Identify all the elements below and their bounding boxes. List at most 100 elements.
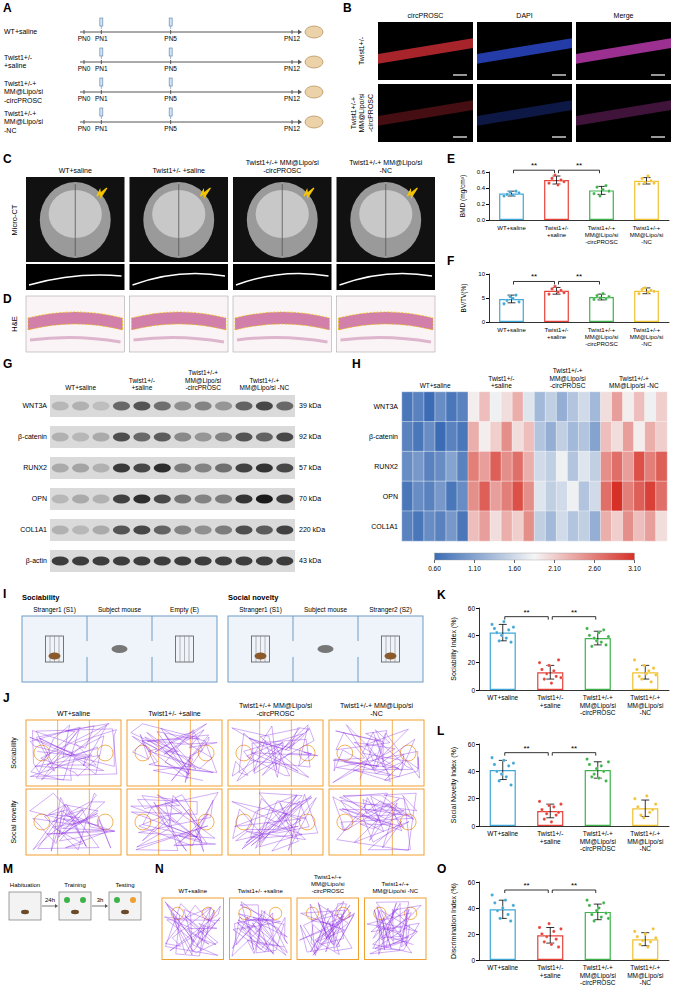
- svg-text:PN0: PN0: [78, 95, 91, 102]
- svg-text:1.60: 1.60: [508, 565, 521, 572]
- svg-text:Social novelty: Social novelty: [10, 800, 18, 844]
- svg-text:Twist1+/-+MM@Lipo/si-circPROSC: Twist1+/-+MM@Lipo/si-circPROSC: [4, 80, 43, 103]
- svg-text:20: 20: [468, 795, 476, 802]
- svg-text:**: **: [571, 744, 577, 753]
- svg-text:Twist1+/-+saline: Twist1+/-+saline: [4, 54, 33, 69]
- svg-text:PN1: PN1: [95, 35, 108, 42]
- svg-text:Twist1+/-+: Twist1+/-+: [583, 694, 613, 701]
- svg-text:H: H: [352, 357, 361, 371]
- svg-text:Twist1+/-: Twist1+/-: [537, 830, 563, 837]
- svg-text:J: J: [3, 691, 10, 705]
- svg-text:**: **: [576, 272, 582, 281]
- svg-text:Training: Training: [64, 882, 85, 888]
- svg-text:Twist1+/-: Twist1+/-: [537, 964, 563, 971]
- svg-text:0.6: 0.6: [477, 169, 486, 175]
- svg-text:MM@Lipo/si: MM@Lipo/si: [585, 334, 618, 340]
- svg-text:3.10: 3.10: [628, 565, 641, 572]
- svg-text:Twist1+/-+: Twist1+/-+: [583, 964, 613, 971]
- svg-text:Social Novelty Index (%): Social Novelty Index (%): [450, 747, 458, 823]
- svg-text:RUNX2: RUNX2: [374, 463, 398, 470]
- svg-text:-NC: -NC: [639, 709, 651, 716]
- svg-text:0: 0: [471, 687, 475, 694]
- svg-text:-circPROSC: -circPROSC: [580, 845, 616, 852]
- svg-text:**: **: [531, 161, 537, 170]
- svg-text:MM@Lipo/si: MM@Lipo/si: [630, 232, 663, 238]
- svg-text:WT+saline: WT+saline: [487, 830, 518, 837]
- svg-text:PN1: PN1: [95, 125, 108, 132]
- svg-text:L: L: [437, 724, 444, 738]
- svg-text:Twist1+/-+: Twist1+/-+: [633, 327, 661, 333]
- svg-text:PN5: PN5: [164, 65, 177, 72]
- svg-text:Micro-CT: Micro-CT: [10, 204, 19, 235]
- svg-text:Discrimination Index (%): Discrimination Index (%): [450, 883, 458, 959]
- svg-text:WNT3A: WNT3A: [374, 403, 399, 410]
- svg-text:40: 40: [468, 632, 476, 639]
- svg-text:-NC: -NC: [639, 979, 651, 986]
- svg-text:Twist1+/-+ MM@Lipo/si-NC: Twist1+/-+ MM@Lipo/si-NC: [340, 702, 414, 717]
- svg-text:D: D: [3, 292, 12, 306]
- svg-text:Habituation: Habituation: [10, 882, 40, 888]
- svg-text:Twist1+/-: Twist1+/-: [544, 225, 568, 231]
- svg-text:1.10: 1.10: [468, 565, 481, 572]
- svg-text:H&E: H&E: [10, 316, 19, 331]
- svg-text:Twist1+/-+MM@Lipo/si -NC: Twist1+/-+MM@Lipo/si -NC: [240, 377, 290, 393]
- svg-text:WNT3A: WNT3A: [23, 402, 48, 409]
- svg-text:WT+saline: WT+saline: [497, 225, 526, 231]
- svg-text:Twist1+/-: Twist1+/-: [544, 327, 568, 333]
- svg-text:Twist1+/-+saline: Twist1+/-+saline: [488, 375, 514, 390]
- svg-text:60: 60: [468, 741, 476, 748]
- svg-text:Merge: Merge: [614, 12, 634, 20]
- svg-text:circPROSC: circPROSC: [408, 12, 444, 19]
- svg-text:COL1A1: COL1A1: [20, 526, 47, 533]
- svg-text:Sociability Index (%): Sociability Index (%): [450, 617, 458, 680]
- svg-text:-NC: -NC: [641, 341, 652, 347]
- svg-text:Twist1+/- +saline: Twist1+/- +saline: [238, 888, 284, 894]
- svg-text:Sociability: Sociability: [22, 593, 60, 602]
- svg-text:Twist1+/-+ MM@Lipo/si-circPROS: Twist1+/-+ MM@Lipo/si-circPROSC: [246, 159, 320, 174]
- svg-text:**: **: [571, 608, 577, 617]
- svg-text:Stranger1 (S1): Stranger1 (S1): [239, 606, 282, 614]
- svg-text:Twist1+/-: Twist1+/-: [358, 36, 365, 65]
- svg-text:WT+saline: WT+saline: [487, 694, 518, 701]
- svg-text:Subject mouse: Subject mouse: [304, 606, 347, 614]
- svg-text:+saline: +saline: [540, 702, 561, 709]
- svg-text:O: O: [437, 862, 446, 876]
- svg-text:Twist1+/-+: Twist1+/-+: [583, 830, 613, 837]
- svg-text:PN12: PN12: [284, 35, 301, 42]
- svg-text:+saline: +saline: [540, 838, 561, 845]
- svg-text:0.60: 0.60: [428, 565, 441, 572]
- svg-text:**: **: [571, 881, 577, 890]
- svg-text:Twist1+/- +saline: Twist1+/- +saline: [152, 167, 205, 174]
- svg-text:Twist1+/-+MM@Lipo/si-circPROSC: Twist1+/-+MM@Lipo/si-circPROSC: [550, 367, 586, 389]
- svg-text:Twist1+/-+ MM@Lipo/si-NC: Twist1+/-+ MM@Lipo/si-NC: [349, 159, 423, 174]
- svg-text:39 kDa: 39 kDa: [299, 402, 321, 409]
- svg-text:C: C: [3, 152, 12, 166]
- svg-text:WT+saline: WT+saline: [487, 964, 518, 971]
- svg-text:Subject mouse: Subject mouse: [98, 606, 141, 614]
- svg-text:Twist1+/-+: Twist1+/-+: [633, 225, 661, 231]
- svg-text:0: 0: [471, 823, 475, 830]
- svg-text:Twist1+/-+MM@Lipo/si-circPROSC: Twist1+/-+MM@Lipo/si-circPROSC: [350, 93, 373, 132]
- svg-text:PN12: PN12: [284, 95, 301, 102]
- svg-text:Twist1+/-+: Twist1+/-+: [630, 964, 660, 971]
- svg-text:0: 0: [471, 957, 475, 964]
- svg-text:**: **: [531, 272, 537, 281]
- svg-text:-circPROSC: -circPROSC: [580, 979, 616, 986]
- svg-text:WT+saline: WT+saline: [420, 382, 451, 389]
- svg-text:40: 40: [468, 905, 476, 912]
- svg-text:DAPI: DAPI: [516, 12, 532, 19]
- svg-text:B: B: [343, 1, 352, 15]
- svg-text:Twist1+/-+MM@Lipo/si -NC: Twist1+/-+MM@Lipo/si -NC: [372, 881, 418, 894]
- svg-text:WT+saline: WT+saline: [178, 888, 207, 894]
- svg-text:β-catenin: β-catenin: [18, 433, 47, 441]
- svg-text:Twist1+/-+MM@Lipo/si-circPROSC: Twist1+/-+MM@Lipo/si-circPROSC: [311, 874, 345, 894]
- svg-text:WT+saline: WT+saline: [65, 384, 96, 391]
- svg-text:PN0: PN0: [78, 35, 91, 42]
- svg-text:-circPROSC: -circPROSC: [585, 239, 618, 245]
- svg-text:Twist1+/-+MM@Lipo/si-NC: Twist1+/-+MM@Lipo/si-NC: [4, 110, 43, 133]
- svg-text:-circPROSC: -circPROSC: [580, 709, 616, 716]
- svg-text:5: 5: [482, 295, 486, 301]
- svg-text:COL1A1: COL1A1: [371, 523, 398, 530]
- svg-text:-circPROSC: -circPROSC: [585, 341, 618, 347]
- svg-text:OPN: OPN: [383, 493, 398, 500]
